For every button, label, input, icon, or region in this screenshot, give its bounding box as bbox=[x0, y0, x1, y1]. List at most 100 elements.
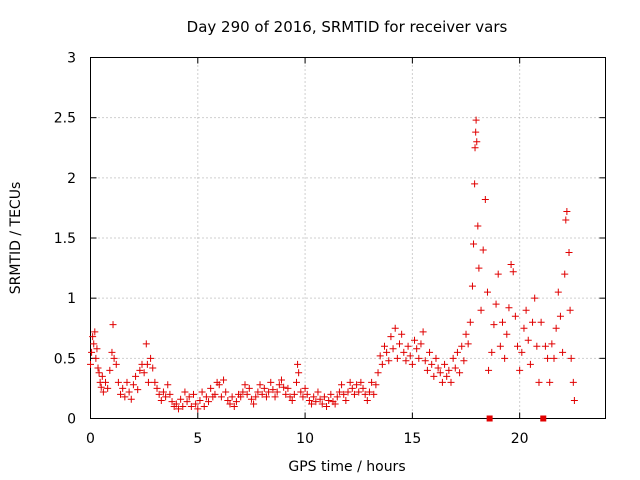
data-point bbox=[342, 396, 350, 404]
data-point bbox=[110, 354, 118, 362]
data-point bbox=[511, 312, 519, 320]
data-point bbox=[562, 216, 570, 224]
y-tick-label: 2.5 bbox=[54, 111, 76, 127]
data-point bbox=[550, 354, 558, 362]
data-point bbox=[470, 240, 478, 248]
data-point bbox=[87, 360, 94, 368]
data-point bbox=[256, 381, 264, 389]
data-point bbox=[297, 388, 305, 396]
data-point bbox=[265, 388, 273, 396]
data-point bbox=[481, 195, 489, 203]
data-point bbox=[155, 390, 163, 398]
data-point bbox=[119, 384, 127, 392]
data-point bbox=[190, 390, 197, 398]
data-point bbox=[220, 376, 228, 384]
data-point bbox=[434, 364, 442, 372]
data-point bbox=[474, 222, 482, 230]
data-point bbox=[421, 357, 429, 365]
data-point bbox=[509, 268, 517, 276]
data-point bbox=[144, 378, 152, 386]
data-point bbox=[295, 369, 303, 377]
data-point bbox=[114, 378, 122, 386]
data-point bbox=[445, 366, 453, 374]
data-point bbox=[468, 282, 476, 290]
data-point bbox=[566, 306, 574, 314]
data-point bbox=[252, 393, 260, 401]
data-point bbox=[460, 357, 468, 365]
data-point bbox=[376, 352, 384, 360]
data-point bbox=[237, 393, 245, 401]
data-point bbox=[415, 354, 423, 362]
data-point bbox=[507, 260, 515, 268]
data-point bbox=[522, 306, 530, 314]
data-point bbox=[372, 381, 380, 389]
data-point bbox=[552, 324, 560, 332]
data-point bbox=[303, 390, 311, 398]
data-point bbox=[202, 393, 210, 401]
data-point bbox=[458, 342, 466, 350]
data-point bbox=[570, 396, 578, 404]
data-point bbox=[541, 342, 549, 350]
data-point bbox=[436, 369, 444, 377]
y-tick-label: 0 bbox=[67, 412, 76, 428]
y-axis-label: SRMTID / TECUs bbox=[8, 182, 24, 295]
data-point bbox=[535, 378, 543, 386]
data-point bbox=[205, 398, 213, 406]
data-point bbox=[447, 378, 455, 386]
data-point bbox=[485, 366, 493, 374]
data-point bbox=[357, 378, 365, 386]
data-point bbox=[196, 396, 204, 404]
data-point bbox=[271, 393, 279, 401]
data-point bbox=[250, 400, 258, 408]
data-point bbox=[449, 354, 457, 362]
data-point bbox=[501, 354, 509, 362]
data-point bbox=[406, 352, 414, 360]
data-point bbox=[494, 270, 502, 278]
data-point bbox=[194, 405, 202, 413]
data-point bbox=[477, 306, 485, 314]
data-point bbox=[331, 400, 339, 408]
y-tick-label: 1.5 bbox=[54, 231, 76, 247]
data-point bbox=[200, 402, 208, 410]
data-point bbox=[569, 378, 577, 386]
data-point bbox=[123, 378, 131, 386]
data-point bbox=[374, 369, 382, 377]
data-point bbox=[426, 348, 434, 356]
data-point bbox=[438, 378, 446, 386]
data-point bbox=[462, 330, 470, 338]
data-point bbox=[492, 300, 500, 308]
tick-labels: 0 5 10 15 20 0 0.5 1 1.5 2 2.5 3 bbox=[54, 51, 529, 448]
data-point bbox=[471, 180, 479, 188]
data-point bbox=[207, 384, 215, 392]
data-point bbox=[91, 328, 99, 336]
data-point bbox=[280, 383, 288, 391]
x-tick-label: 10 bbox=[296, 431, 314, 447]
data-point bbox=[348, 384, 356, 392]
data-point bbox=[496, 342, 504, 350]
data-point bbox=[132, 372, 140, 380]
data-point bbox=[94, 364, 102, 372]
data-point bbox=[335, 388, 343, 396]
data-point bbox=[559, 348, 567, 356]
data-point bbox=[97, 383, 105, 391]
x-axis-label: GPS time / hours bbox=[288, 459, 405, 475]
y-tick-label: 3 bbox=[67, 51, 76, 67]
data-point bbox=[475, 264, 483, 272]
data-point bbox=[385, 357, 393, 365]
data-point bbox=[396, 340, 403, 348]
data-point bbox=[473, 138, 481, 146]
data-point bbox=[181, 388, 189, 396]
data-point bbox=[383, 348, 391, 356]
data-point bbox=[404, 342, 412, 350]
data-point bbox=[370, 390, 378, 398]
data-point bbox=[499, 318, 506, 326]
data-point bbox=[282, 390, 290, 398]
data-point bbox=[316, 395, 324, 403]
data-point bbox=[262, 393, 270, 401]
data-point bbox=[546, 378, 554, 386]
data-point bbox=[402, 357, 410, 365]
data-point bbox=[149, 364, 157, 372]
data-point bbox=[215, 381, 223, 389]
